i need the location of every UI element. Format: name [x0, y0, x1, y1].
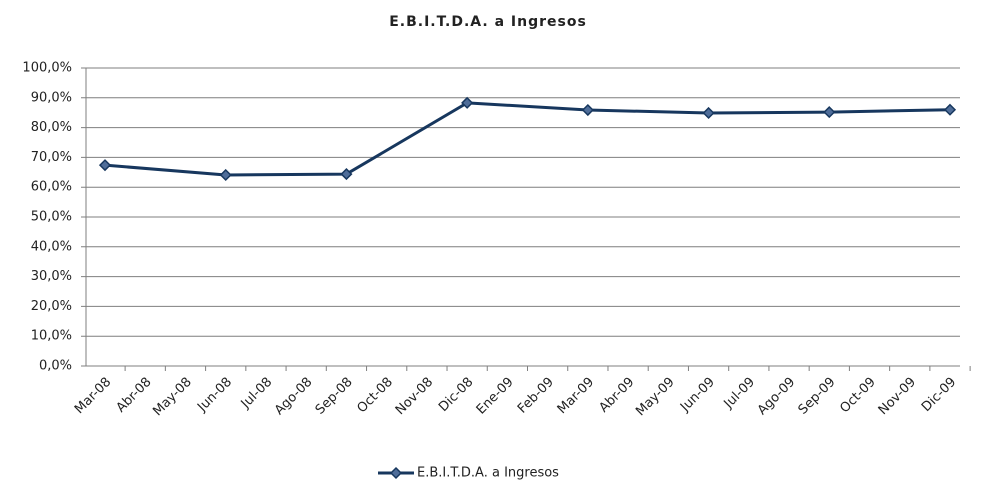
y-tick-label: 70,0%	[31, 150, 72, 165]
x-tick-label: Nov-09	[876, 375, 919, 418]
y-tick-label: 60,0%	[31, 180, 72, 195]
y-tick-label: 40,0%	[31, 239, 72, 254]
marker	[219, 168, 232, 182]
marker	[581, 103, 594, 117]
legend-label: E.B.I.T.D.A. a Ingresos	[417, 466, 559, 481]
chart-title: E.B.I.T.D.A. a Ingresos	[389, 14, 587, 30]
x-tick-label: Jun-08	[194, 375, 235, 416]
y-tick-label: 80,0%	[31, 120, 72, 135]
marker	[943, 103, 957, 116]
x-tick-label: Jun-09	[677, 375, 718, 416]
marker	[340, 168, 353, 181]
y-tick-label: 100,0%	[22, 61, 72, 76]
y-tick-label: 50,0%	[31, 210, 72, 225]
x-tick-label: Oct-09	[837, 375, 879, 417]
legend-marker	[389, 466, 403, 480]
x-tick-label: Jul-08	[238, 375, 275, 412]
y-tick-label: 20,0%	[31, 299, 72, 314]
x-tick-label: Abr-08	[114, 375, 155, 416]
x-tick-label: May-09	[633, 375, 677, 419]
x-tick-label: Dic-09	[919, 375, 959, 415]
y-tick-label: 10,0%	[31, 329, 72, 344]
x-tick-label: Dic-08	[436, 375, 476, 415]
y-tick-label: 0,0%	[39, 359, 72, 374]
x-tick-label: Sep-08	[313, 375, 356, 418]
marker	[98, 159, 112, 172]
x-tick-label: Sep-09	[796, 375, 839, 418]
x-tick-label: Ago-08	[272, 375, 316, 419]
series-line	[104, 101, 951, 177]
y-tick-label: 30,0%	[31, 269, 72, 284]
x-tick-label: Ene-09	[474, 375, 517, 418]
x-tick-label: Mar-08	[72, 375, 114, 417]
x-tick-label: Jul-09	[721, 375, 758, 412]
x-tick-label: Abr-09	[596, 375, 637, 416]
y-tick-label: 90,0%	[31, 90, 72, 105]
marker	[823, 106, 836, 119]
x-tick-label: Nov-08	[393, 375, 436, 418]
x-tick-label: Oct-08	[354, 375, 396, 417]
x-tick-label: May-08	[150, 375, 194, 419]
marker	[461, 96, 474, 109]
x-tick-label: Feb-09	[515, 375, 557, 417]
marker	[702, 106, 715, 120]
x-tick-label: Mar-09	[555, 375, 597, 417]
x-tick-label: Ago-09	[755, 375, 799, 419]
